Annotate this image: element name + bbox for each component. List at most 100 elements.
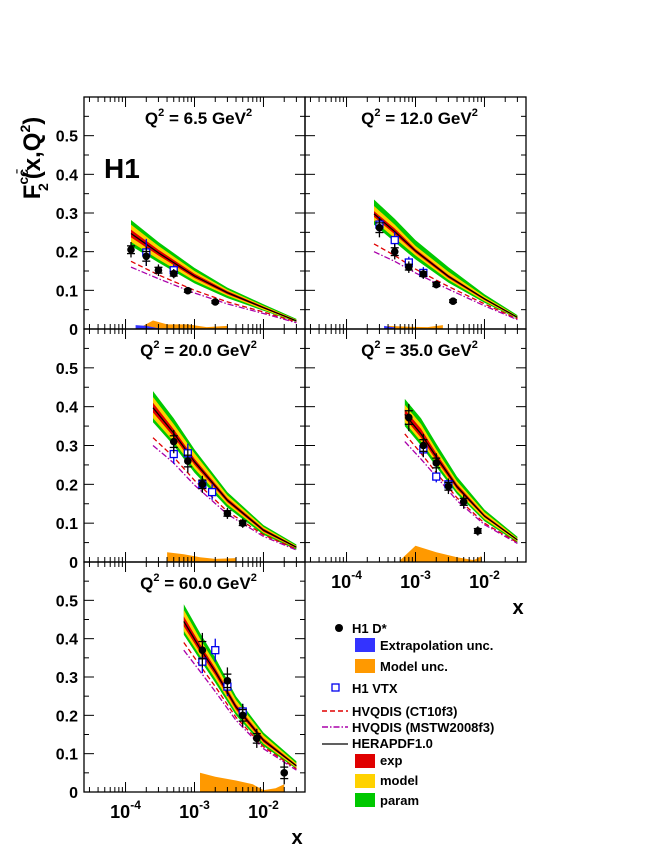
dstar-point [280,769,289,777]
panel-frame [83,96,306,330]
model-unc-area [143,320,228,329]
model-unc-area [400,545,482,562]
dstar-point [127,245,135,254]
panel-3: 0 0.1 0.2 0.3 0.4 0.5 Q2 = 20.0 GeV2 [56,328,306,572]
model-band [183,609,297,768]
herapdf-line [404,414,518,541]
y-tick-label: 0 [69,785,78,802]
herapdf-line [373,213,518,318]
x-tick-label: 10-4 [331,568,362,592]
dstar-point [238,519,247,527]
y-tick-label: 0.3 [56,670,78,687]
legend-extrap-swatch [355,638,375,652]
legend-label-model: model [380,773,418,788]
y-tick-label: 0.2 [56,708,78,725]
y-tick-label: 0.3 [56,206,78,223]
dstar-point [184,286,192,295]
param-band [183,604,297,769]
y-tick-label: 0 [69,322,78,339]
legend-label-extrap: Extrapolation unc. [380,638,493,653]
y-tick-label: 0.5 [56,129,78,146]
dstar-point [198,480,207,489]
y-axis-title: Fcc̄2(x,Q2) [14,117,51,200]
legend-label-dstar: H1 D* [352,621,388,636]
legend-model-swatch [355,774,375,788]
panel-title: Q2 = 6.5 GeV2 [145,107,252,128]
model-unc-area [200,772,285,792]
panel-frame [83,561,306,793]
dstar-point [154,266,163,275]
dstar-point [252,734,261,743]
dstar-point [390,247,399,256]
dstar-point [184,457,192,465]
dstar-point [142,252,151,261]
vtx-point [207,487,217,497]
y-tick-label: 0.4 [56,167,78,184]
dstar-point [223,509,232,518]
legend-label-ct10: HVQDIS (CT10f3) [352,704,457,719]
dstar-point [211,298,220,306]
legend: H1 D* Extrapolation unc. Model unc. H1 VTX H… [322,621,494,808]
x-tick-label: 10-2 [248,798,279,822]
panel-frame [304,96,527,330]
herapdf-line [152,407,297,548]
dstar-point [473,527,482,535]
dstar-point [459,498,468,506]
panel-title: Q2 = 20.0 GeV2 [140,339,257,360]
legend-param-swatch [355,793,375,807]
panel-title: Q2 = 60.0 GeV2 [140,572,257,593]
x-axis-title: x [291,827,302,846]
dstar-point [432,459,441,467]
panel-1: 0 0.1 0.2 0.3 0.4 0.5 Q2 = 6.5 GeV2 [56,96,306,339]
y-tick-label: 0.2 [56,245,78,262]
legend-vtx-marker [331,683,340,692]
legend-dstar-marker [335,624,343,632]
panel-title: Q2 = 35.0 GeV2 [361,339,478,360]
hvqdis-mstw-line [130,266,297,324]
panel-2: Q2 = 12.0 GeV2 [304,96,527,330]
panel-frame [83,328,306,563]
legend-label-param: param [380,793,419,808]
x-tick-label: 10-3 [179,798,210,822]
dstar-point [405,263,413,271]
hvqdis-ct10-line [183,642,297,770]
param-band [131,220,297,322]
legend-label-model_unc: Model unc. [380,659,448,674]
legend-label-exp: exp [380,753,402,768]
y-tick-label: 0.1 [56,283,78,300]
y-tick-label: 0.1 [56,516,78,533]
vtx-point [432,472,441,481]
panel-frame [304,328,527,563]
y-tick-label: 0.1 [56,747,78,764]
param-band [374,199,518,319]
hvqdis-mstw-line [183,649,297,771]
x-axis-title: x [512,597,523,619]
dstar-point [375,223,384,232]
model-unc-area [167,552,236,562]
dstar-point [223,677,232,685]
dstar-point [238,711,247,720]
legend-model-unc-swatch [355,659,375,673]
dstar-point [449,297,457,305]
legend-label-vtx: H1 VTX [352,681,398,696]
hvqdis-ct10-line [130,260,297,323]
model-band [404,404,518,542]
experiment-label: H1 [104,153,140,184]
param-band [153,391,297,550]
dstar-point [405,413,413,422]
dstar-point [198,646,207,654]
hvqdis-ct10-line [373,243,518,320]
svg-text:Fcc̄2(x,Q2): Fcc̄2(x,Q2) [14,117,51,200]
dstar-point [444,482,453,491]
vtx-point [211,646,220,655]
legend-label-hera: HERAPDF1.0 [352,736,433,751]
dstar-point [419,441,428,450]
herapdf-line [130,233,297,322]
param-band [404,398,518,543]
dstar-point [419,270,428,278]
y-tick-label: 0.4 [56,400,78,417]
hvqdis-mstw-line [373,251,518,321]
dstar-point [169,269,178,278]
vtx-point [390,235,399,245]
